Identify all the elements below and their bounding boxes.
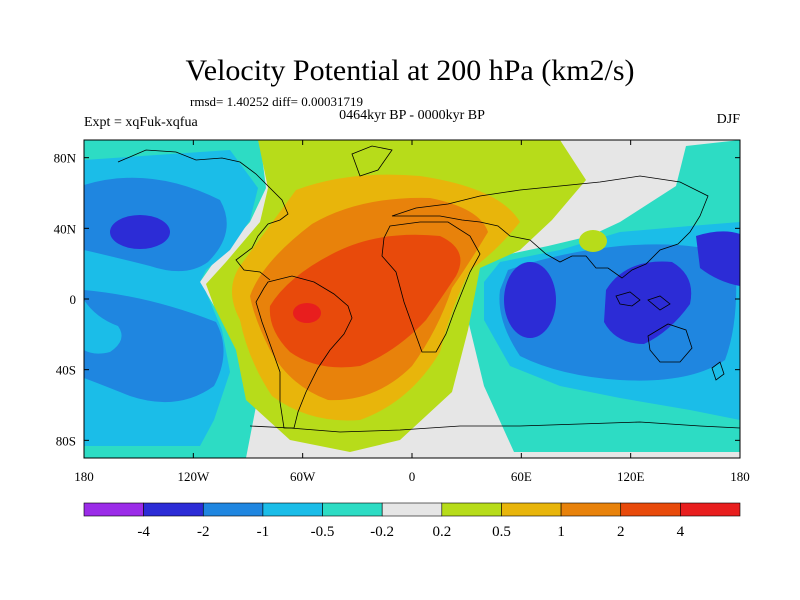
contours-east-negative bbox=[468, 140, 740, 452]
colorbar-swatch bbox=[83, 502, 144, 517]
colorbar-label: -1 bbox=[257, 524, 270, 540]
colorbar-swatch bbox=[560, 502, 622, 517]
season-label: DJF bbox=[717, 112, 741, 127]
period-label: 0464kyr BP - 0000kyr BP bbox=[339, 108, 485, 123]
colorbar-label: -4 bbox=[137, 524, 150, 540]
colorbar-label: 0.5 bbox=[492, 524, 511, 540]
colorbar-swatch bbox=[262, 502, 323, 517]
colorbar-label: 0.2 bbox=[432, 524, 451, 540]
x-tick-label: 120W bbox=[177, 469, 210, 484]
experiment-label: Expt = xqFuk-xqfua bbox=[84, 115, 198, 130]
colorbar-swatch bbox=[322, 502, 383, 517]
colorbar-swatch bbox=[143, 502, 204, 517]
y-tick-label: 80N bbox=[54, 151, 77, 166]
colorbar-swatch bbox=[202, 502, 264, 517]
colorbar-swatch bbox=[441, 502, 502, 517]
x-tick-label: 60E bbox=[511, 469, 532, 484]
colorbar: -4 -2 -1 -0.5 -0.2 0.2 0.5 1 2 4 bbox=[83, 502, 741, 540]
colorbar-label: 1 bbox=[557, 524, 565, 540]
stats-text: rmsd= 1.40252 diff= 0.00031719 bbox=[190, 94, 363, 109]
y-tick-label: 40S bbox=[56, 363, 76, 378]
x-tick-label: 60W bbox=[290, 469, 316, 484]
x-tick-label: 0 bbox=[409, 469, 416, 484]
x-tick-label: 180 bbox=[74, 469, 94, 484]
plot-title: Velocity Potential at 200 hPa (km2/s) bbox=[185, 54, 634, 87]
colorbar-label: -0.2 bbox=[370, 524, 394, 540]
colorbar-label: -0.5 bbox=[311, 524, 335, 540]
map-panel bbox=[84, 140, 740, 458]
x-axis: 180 120W 60W 0 60E 120E 180 bbox=[74, 140, 750, 484]
y-tick-label: 80S bbox=[56, 433, 76, 448]
colorbar-label: -2 bbox=[197, 524, 210, 540]
y-tick-label: 0 bbox=[70, 292, 77, 307]
contours-atlantic-positive bbox=[206, 140, 607, 452]
y-tick-label: 40N bbox=[54, 221, 77, 236]
y-axis: 80N 40N 0 40S 80S bbox=[54, 151, 740, 448]
x-tick-label: 120E bbox=[617, 469, 645, 484]
contours-pacific-negative bbox=[84, 140, 266, 458]
colorbar-swatch bbox=[620, 502, 681, 517]
x-tick-label: 180 bbox=[730, 469, 750, 484]
colorbar-label: 4 bbox=[677, 524, 685, 540]
colorbar-swatch bbox=[501, 502, 562, 517]
colorbar-swatch bbox=[381, 502, 443, 517]
colorbar-swatch bbox=[680, 502, 741, 517]
colorbar-label: 2 bbox=[617, 524, 625, 540]
coastlines bbox=[117, 145, 740, 433]
